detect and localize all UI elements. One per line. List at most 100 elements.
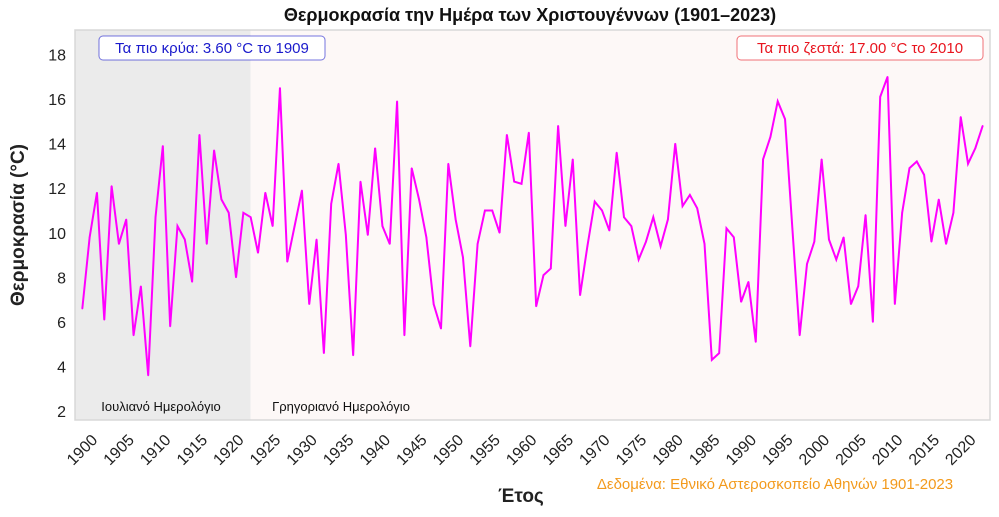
data-point: [930, 240, 933, 243]
data-point: [118, 243, 120, 245]
gregorian-label: Γρηγοριανό Ημερολόγιο: [272, 399, 410, 414]
x-tick-label: 1915: [174, 432, 211, 469]
x-tick-label: 1925: [247, 432, 284, 469]
data-point: [981, 125, 984, 127]
data-point: [491, 209, 494, 212]
data-point: [776, 100, 779, 103]
data-point: [462, 256, 464, 259]
data-point: [140, 285, 142, 288]
data-point: [191, 281, 193, 283]
data-point: [696, 207, 698, 210]
coldest-text: Τα πιο κρύα: 3.60 °C το 1909: [115, 40, 309, 57]
data-point: [132, 334, 135, 337]
data-point: [586, 245, 589, 247]
data-point: [674, 142, 677, 145]
data-point: [147, 374, 149, 377]
data-point: [784, 118, 786, 120]
data-point: [469, 345, 472, 348]
x-tick-label: 1910: [137, 432, 174, 469]
data-point: [257, 252, 259, 254]
data-point: [593, 200, 596, 203]
data-point: [711, 359, 713, 361]
data-point: [440, 327, 442, 330]
data-point: [513, 180, 515, 183]
data-point: [916, 160, 918, 163]
data-point: [747, 281, 750, 283]
data-point: [557, 125, 559, 127]
julian-label: Ιουλιανό Ημερολόγιο: [93, 396, 230, 416]
data-point: [403, 334, 406, 337]
data-point: [842, 236, 845, 239]
data-point: [242, 211, 245, 214]
svg-text:Γρηγοριανό Ημερολόγιο: Γρηγοριανό Ημερολόγιο: [272, 399, 410, 414]
data-point: [769, 136, 772, 138]
data-point: [740, 301, 742, 303]
data-point: [791, 227, 794, 230]
data-point: [323, 352, 325, 354]
temperature-line: [81, 76, 984, 376]
data-point: [367, 234, 369, 236]
warmest-annotation: Τα πιο ζεστά: 17.00 °C το 2010: [736, 35, 984, 61]
data-point: [454, 218, 457, 221]
data-point: [703, 243, 706, 245]
data-point: [945, 243, 947, 245]
data-point: [681, 205, 684, 207]
data-point: [410, 167, 413, 169]
y-tick-label: 6: [57, 315, 66, 332]
data-point: [820, 158, 823, 161]
data-point: [798, 334, 801, 337]
data-point: [279, 87, 281, 89]
data-point: [418, 198, 420, 201]
data-point: [315, 238, 318, 241]
x-tick-label: 1945: [393, 432, 430, 469]
data-point: [645, 240, 647, 243]
x-tick-label: 1970: [576, 432, 613, 469]
x-tick-label: 2020: [942, 432, 979, 469]
x-tick-label: 1990: [723, 432, 760, 469]
data-point: [337, 162, 340, 165]
data-point: [103, 318, 106, 321]
data-point: [484, 209, 486, 212]
data-point: [293, 225, 296, 227]
data-point: [725, 227, 728, 230]
data-point: [571, 158, 574, 161]
data-point: [850, 303, 852, 305]
data-point: [198, 133, 201, 136]
data-point: [908, 167, 911, 169]
x-tick-label: 1980: [650, 432, 687, 469]
x-axis-label: Έτος: [498, 486, 544, 507]
y-tick-label: 8: [57, 270, 66, 287]
x-tick-label: 1985: [686, 432, 723, 469]
data-point: [689, 194, 691, 196]
data-point: [249, 216, 252, 218]
data-point: [374, 147, 376, 149]
data-point: [762, 158, 764, 161]
source-note: Δεδομένα: Εθνικό Αστεροσκοπείο Αθηνών 19…: [597, 476, 953, 493]
y-axis-label: Θερμοκρασία (°C): [8, 144, 29, 306]
y-tick-label: 16: [48, 92, 66, 109]
data-point: [667, 218, 669, 221]
data-point: [835, 258, 838, 261]
x-tick-label: 1905: [101, 432, 138, 469]
data-point: [652, 216, 655, 218]
svg-text:Ιουλιανό Ημερολόγιο: Ιουλιανό Ημερολόγιο: [101, 399, 220, 414]
y-tick-label: 12: [48, 181, 66, 198]
data-point: [154, 216, 157, 218]
data-point: [601, 209, 603, 212]
data-point: [630, 225, 633, 227]
data-point: [608, 229, 611, 232]
data-point: [176, 225, 179, 227]
data-point: [550, 267, 552, 270]
data-point: [733, 236, 735, 239]
data-point: [886, 76, 889, 78]
data-point: [857, 285, 860, 288]
data-point: [974, 147, 977, 149]
data-point: [535, 305, 537, 308]
data-point: [81, 307, 84, 310]
data-point: [359, 180, 362, 183]
data-point: [169, 325, 171, 328]
x-tick-label: 2005: [833, 432, 870, 469]
data-point: [352, 354, 354, 357]
data-point: [923, 174, 925, 176]
data-point: [388, 243, 391, 245]
